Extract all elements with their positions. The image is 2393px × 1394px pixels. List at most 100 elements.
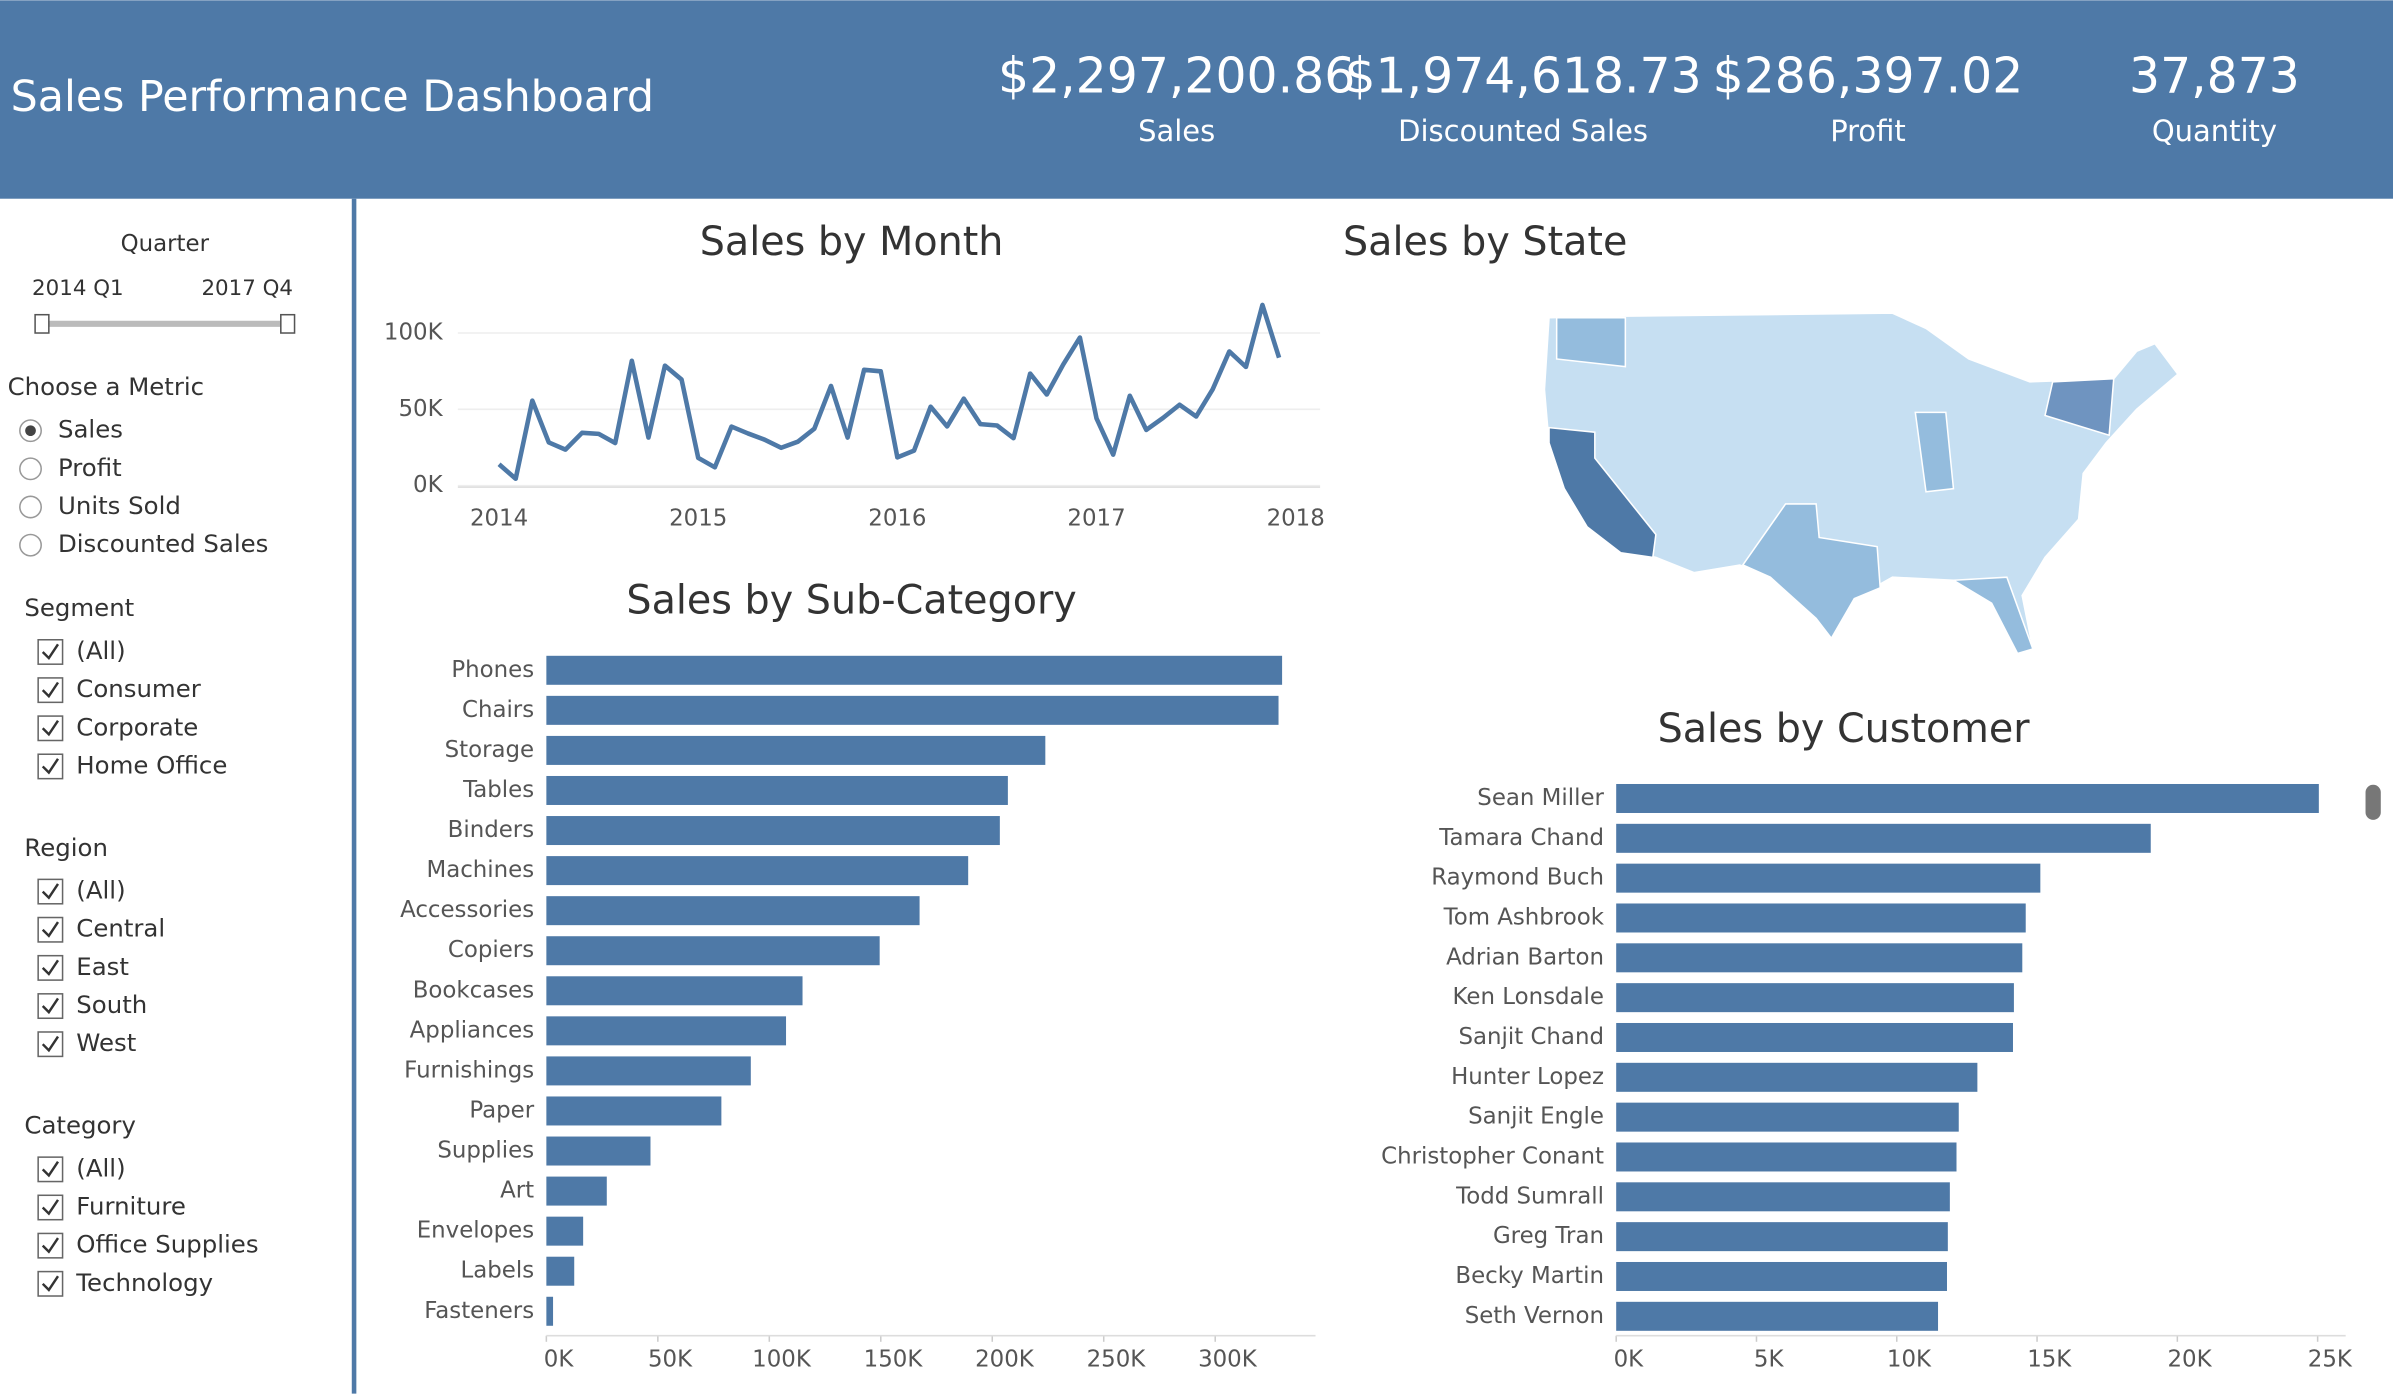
- category-label: Sean Miller: [1477, 785, 1604, 811]
- radio-button[interactable]: [19, 457, 42, 481]
- checkbox-label: (All): [76, 636, 125, 665]
- category-label: Copiers: [448, 937, 534, 963]
- filter-title: Region: [24, 833, 108, 862]
- checkbox-label: (All): [76, 876, 125, 905]
- checkbox[interactable]: [37, 1156, 64, 1183]
- kpi-value: $286,397.02: [1713, 48, 2024, 105]
- checkbox-label: East: [76, 952, 129, 981]
- checkbox[interactable]: [37, 677, 64, 704]
- checkbox-label: Consumer: [76, 674, 201, 703]
- category-label: Labels: [461, 1258, 535, 1284]
- checkmark: [41, 719, 60, 737]
- x-tick-label: 25K: [2308, 1347, 2353, 1373]
- scrollbar[interactable]: [2365, 784, 2381, 820]
- y-tick-label: 50K: [398, 396, 443, 422]
- checkbox[interactable]: [37, 878, 64, 905]
- checkbox-label: South: [76, 990, 147, 1019]
- checkmark: [41, 681, 60, 699]
- chart-title: Sales by Sub-Category: [626, 578, 1076, 624]
- checkbox[interactable]: [37, 1232, 64, 1259]
- category-label: Christopher Conant: [1381, 1143, 1604, 1169]
- radio-label: Sales: [58, 415, 123, 444]
- state-texas: [1741, 503, 1882, 640]
- category-label: Sanjit Engle: [1468, 1104, 1604, 1130]
- radio-label: Units Sold: [58, 491, 181, 520]
- slider-handle[interactable]: [280, 313, 296, 334]
- category-label: Todd Sumrall: [1455, 1183, 1604, 1209]
- bar: [546, 1096, 722, 1126]
- slider-end: 2017 Q4: [201, 276, 293, 301]
- bar: [1616, 1142, 1957, 1172]
- x-tick-label: 100K: [752, 1347, 812, 1373]
- filter-title: Segment: [24, 593, 134, 622]
- checkbox[interactable]: [37, 916, 64, 943]
- chart-title: Sales by Month: [700, 219, 1004, 265]
- category-label: Storage: [445, 737, 535, 763]
- bar: [546, 655, 1283, 685]
- checkbox[interactable]: [37, 1194, 64, 1221]
- x-tick-label: 200K: [975, 1347, 1035, 1373]
- bar: [1616, 1182, 1950, 1212]
- kpi-label: Quantity: [2152, 114, 2277, 148]
- checkbox[interactable]: [37, 1270, 64, 1297]
- category-label: Tom Ashbrook: [1443, 904, 1605, 930]
- category-label: Hunter Lopez: [1451, 1064, 1604, 1090]
- bar: [1616, 1261, 1947, 1291]
- checkmark: [41, 643, 60, 660]
- checkbox[interactable]: [37, 1031, 64, 1058]
- bar: [546, 976, 803, 1006]
- bar: [1616, 783, 2319, 813]
- category-label: Machines: [426, 857, 534, 883]
- y-tick-label: 100K: [384, 320, 444, 346]
- bar: [546, 856, 969, 886]
- category-label: Art: [500, 1178, 534, 1204]
- bar: [546, 735, 1046, 765]
- sales-line: [497, 302, 1282, 482]
- checkmark: [41, 1237, 60, 1254]
- checkbox[interactable]: [37, 639, 64, 665]
- bar: [1616, 1102, 1959, 1132]
- category-label: Tables: [462, 777, 534, 803]
- x-tick-label: 2016: [868, 506, 926, 532]
- bar: [546, 1256, 575, 1286]
- bar: [1616, 1222, 1948, 1252]
- us-outline: [1543, 312, 2179, 655]
- bar: [546, 1056, 751, 1086]
- category-label: Ken Lonsdale: [1453, 984, 1604, 1010]
- bar: [546, 1176, 607, 1206]
- category-label: Adrian Barton: [1446, 944, 1604, 970]
- x-tick-label: 0K: [1614, 1347, 1645, 1373]
- checkbox[interactable]: [37, 753, 64, 780]
- bar: [546, 936, 880, 966]
- bar: [546, 695, 1279, 725]
- radio-label: Discounted Sales: [58, 529, 268, 558]
- state-california: [1548, 426, 1657, 559]
- checkbox[interactable]: [37, 715, 64, 742]
- bar: [1616, 1301, 1939, 1331]
- state-florida: [1950, 576, 2034, 655]
- bar: [546, 775, 1008, 805]
- kpi-label: Discounted Sales: [1398, 114, 1648, 148]
- category-label: Appliances: [410, 1017, 534, 1043]
- checkmark: [41, 1275, 60, 1292]
- checkmark: [41, 921, 60, 938]
- radio-button[interactable]: [19, 533, 42, 557]
- checkmark: [41, 1199, 60, 1216]
- filter-title: Choose a Metric: [8, 372, 204, 401]
- x-tick-label: 2015: [669, 506, 727, 532]
- bar: [1616, 1022, 2013, 1052]
- category-label: Greg Tran: [1493, 1223, 1604, 1249]
- checkmark: [41, 883, 60, 900]
- checkbox[interactable]: [37, 993, 64, 1020]
- kpi-value: $1,974,618.73: [1344, 48, 1701, 105]
- kpi-value: 37,873: [2129, 48, 2300, 105]
- state-illinois: [1914, 411, 1955, 493]
- kpi-label: Profit: [1830, 114, 1906, 148]
- bar: [546, 1296, 554, 1326]
- radio-button[interactable]: [19, 495, 42, 519]
- slider-handle[interactable]: [34, 313, 50, 334]
- checkbox-label: Technology: [75, 1268, 213, 1297]
- kpi-value: $2,297,200.86: [998, 48, 1355, 105]
- checkbox[interactable]: [37, 954, 64, 981]
